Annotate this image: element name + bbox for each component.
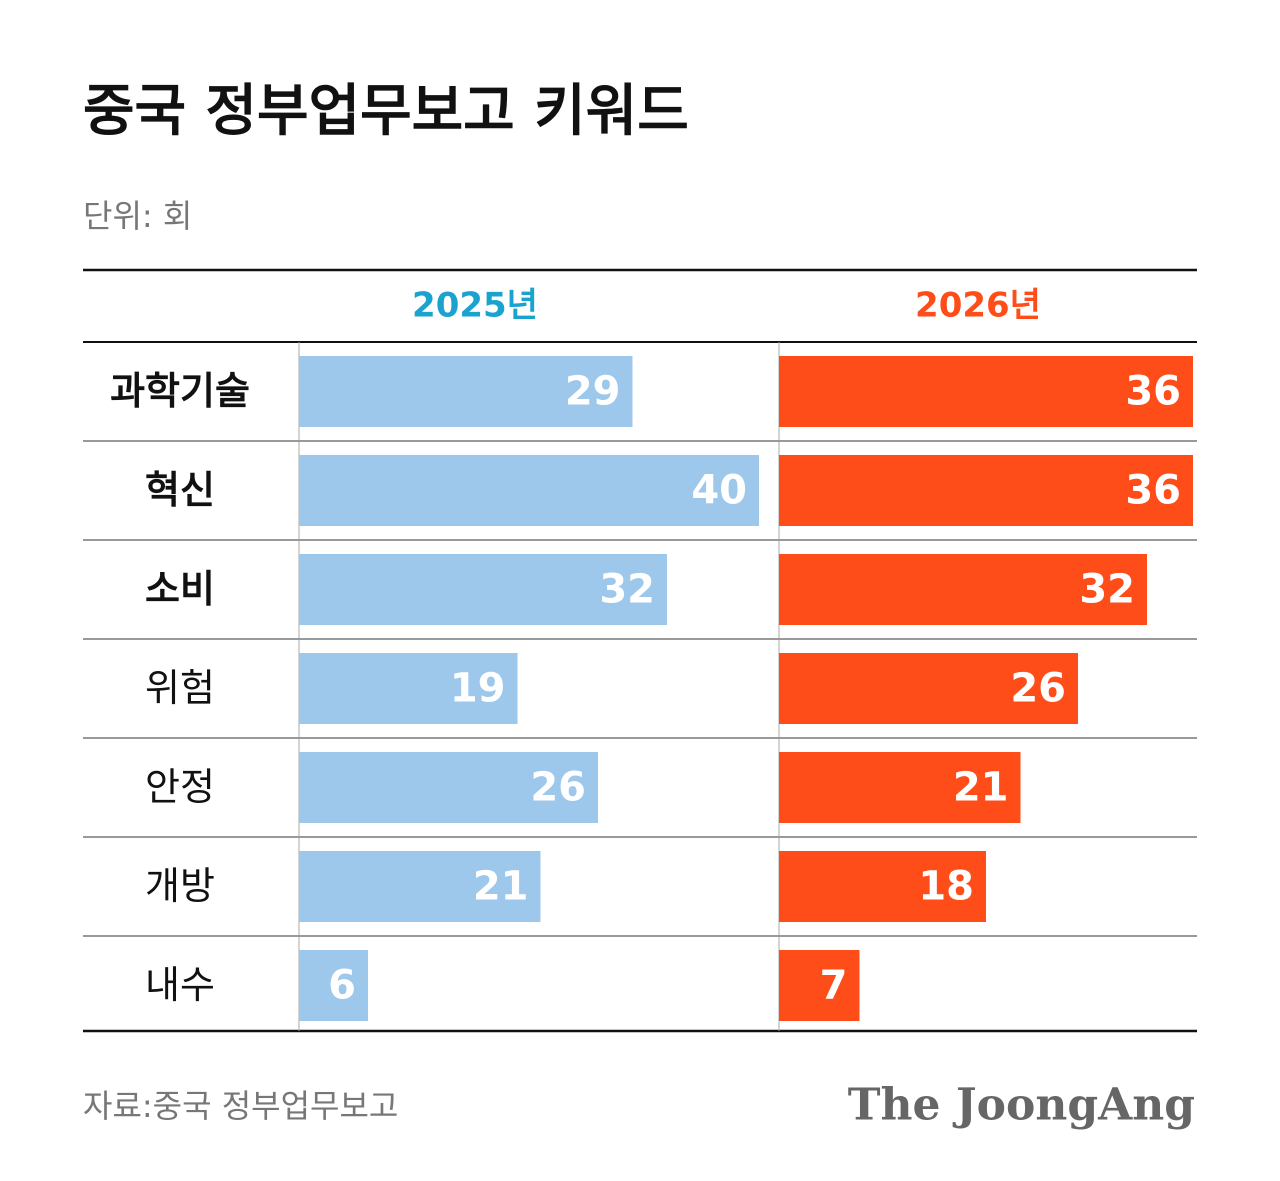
- bar: [779, 356, 1193, 427]
- value-label: 6: [328, 963, 356, 1009]
- bar: [299, 851, 541, 922]
- category-label: 개방: [145, 864, 215, 908]
- bar: [779, 554, 1147, 625]
- bar: [299, 554, 667, 625]
- category-label: 위험: [145, 666, 215, 710]
- chart-title: 중국 정부업무보고 키워드: [83, 79, 689, 144]
- bar: [299, 950, 368, 1021]
- bar: [779, 455, 1193, 526]
- bar: [299, 356, 633, 427]
- bar: [299, 653, 518, 724]
- bar: [299, 455, 759, 526]
- value-label: 26: [530, 765, 586, 811]
- category-label: 혁신: [145, 468, 215, 512]
- value-label: 21: [953, 765, 1009, 811]
- chart-subtitle: 단위: 회: [83, 197, 192, 235]
- value-label: 36: [1125, 468, 1181, 514]
- legend-label: 2025년: [412, 286, 538, 326]
- brand: The JoongAng: [848, 1080, 1195, 1131]
- legend-label: 2026년: [915, 286, 1041, 326]
- value-label: 36: [1125, 369, 1181, 415]
- category-label: 소비: [145, 567, 215, 611]
- value-label: 18: [918, 864, 974, 910]
- value-label: 32: [599, 567, 655, 613]
- category-label: 내수: [145, 963, 215, 1007]
- value-label: 21: [473, 864, 529, 910]
- value-label: 7: [820, 963, 848, 1009]
- value-label: 26: [1010, 666, 1066, 712]
- bar: [779, 752, 1021, 823]
- value-label: 40: [691, 468, 747, 514]
- category-label: 안정: [145, 765, 215, 809]
- value-label: 29: [565, 369, 621, 415]
- bar: [779, 950, 860, 1021]
- bar: [779, 851, 986, 922]
- source: 자료:중국 정부업무보고: [83, 1087, 398, 1125]
- bar: [779, 653, 1078, 724]
- category-label: 과학기술: [110, 369, 250, 413]
- value-label: 19: [450, 666, 506, 712]
- value-label: 32: [1079, 567, 1135, 613]
- bar: [299, 752, 598, 823]
